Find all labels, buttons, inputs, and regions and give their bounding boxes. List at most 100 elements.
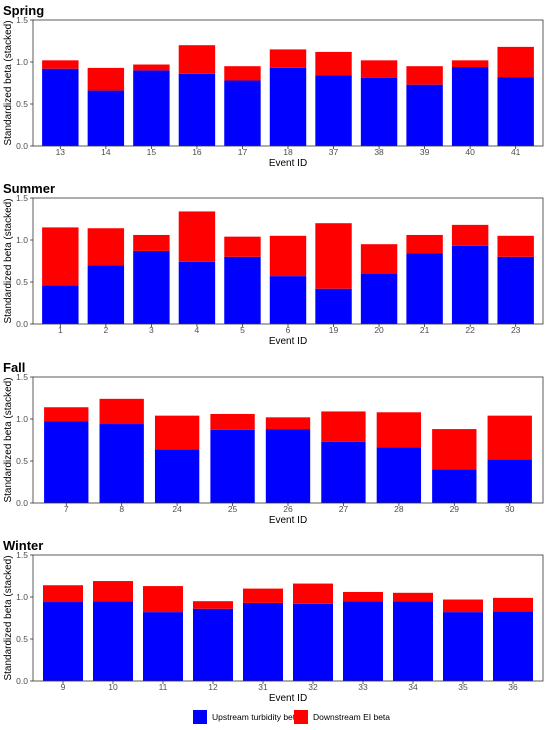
x-tick-label: 33: [358, 682, 368, 692]
bar-downstream-30: [487, 415, 532, 460]
bar-downstream-37: [315, 51, 352, 76]
bar-downstream-41: [497, 46, 534, 78]
x-tick-label: 14: [101, 147, 111, 157]
x-tick-label: 28: [394, 504, 404, 514]
bar-upstream-18: [269, 67, 307, 146]
bar-downstream-18: [269, 49, 307, 68]
y-tick-label: 0.0: [16, 141, 28, 151]
bar-upstream-6: [269, 276, 307, 324]
y-axis-label: Standardized beta (stacked): [3, 377, 14, 502]
x-axis-label: Event ID: [269, 515, 307, 526]
x-tick-label: 30: [505, 504, 515, 514]
bar-downstream-9: [43, 585, 83, 603]
y-tick-label: 1.0: [16, 57, 28, 67]
y-tick-label: 1.0: [16, 414, 28, 424]
x-tick-label: 37: [329, 147, 339, 157]
x-axis-label: Event ID: [269, 693, 307, 704]
bar-upstream-9: [43, 602, 83, 681]
bar-upstream-1: [42, 285, 79, 324]
x-tick-label: 6: [286, 325, 291, 335]
x-tick-label: 31: [258, 682, 268, 692]
x-tick-label: 16: [192, 147, 202, 157]
bar-downstream-23: [497, 235, 534, 257]
bar-upstream-14: [87, 90, 125, 146]
bar-upstream-12: [193, 608, 233, 681]
bar-upstream-5: [224, 256, 261, 324]
panel-title: Fall: [3, 360, 25, 375]
x-tick-label: 9: [61, 682, 66, 692]
plot-frame: [32, 376, 544, 504]
panel-title: Winter: [3, 538, 43, 553]
x-tick-label: 7: [64, 504, 69, 514]
y-tick-label: 0.0: [16, 319, 28, 329]
bar-downstream-12: [193, 601, 233, 609]
bar-downstream-20: [360, 244, 398, 274]
x-axis-label: Event ID: [269, 336, 307, 347]
bar-downstream-3: [133, 234, 170, 251]
bar-downstream-29: [432, 429, 477, 470]
bar-upstream-39: [406, 84, 443, 146]
panel-title: Summer: [3, 181, 55, 196]
bar-upstream-21: [406, 253, 443, 324]
x-tick-label: 22: [465, 325, 475, 335]
bar-upstream-8: [99, 424, 144, 503]
bar-downstream-4: [178, 211, 216, 262]
panel-fall: Fall Standardized beta (stacked)0.0 0.5 1.0…: [3, 360, 544, 526]
bar-upstream-10: [93, 601, 133, 681]
bar-upstream-27: [321, 441, 366, 503]
x-tick-label: 35: [458, 682, 468, 692]
bar-downstream-2: [87, 228, 125, 266]
bar-downstream-39: [406, 66, 443, 85]
bar-downstream-7: [44, 407, 89, 422]
bar-downstream-19: [315, 223, 352, 289]
bar-upstream-19: [315, 288, 352, 324]
x-tick-label: 1: [58, 325, 63, 335]
x-tick-label: 15: [147, 147, 157, 157]
x-tick-label: 21: [420, 325, 430, 335]
x-tick-label: 18: [283, 147, 293, 157]
bar-upstream-32: [293, 603, 333, 681]
bar-upstream-22: [451, 245, 489, 324]
bar-upstream-35: [443, 612, 483, 681]
plot-frame: [32, 19, 544, 147]
bar-upstream-15: [133, 70, 170, 146]
bar-downstream-21: [406, 234, 443, 254]
bar-upstream-11: [143, 612, 183, 681]
x-tick-label: 39: [420, 147, 430, 157]
y-tick-label: 0.5: [16, 99, 28, 109]
bar-upstream-40: [451, 67, 489, 146]
x-tick-label: 38: [374, 147, 384, 157]
bar-upstream-29: [432, 469, 477, 503]
bar-downstream-40: [451, 60, 489, 68]
x-tick-label: 29: [450, 504, 460, 514]
x-tick-label: 24: [172, 504, 182, 514]
bar-downstream-31: [243, 588, 283, 603]
x-tick-label: 2: [103, 325, 108, 335]
panel-winter: Winter Standardized beta (stacked)0.0 0.5 1…: [3, 538, 544, 704]
y-tick-label: 0.0: [16, 676, 28, 686]
legend-label-downstream: Downstream EI beta: [313, 712, 390, 722]
x-tick-label: 40: [465, 147, 475, 157]
bar-upstream-3: [133, 250, 170, 324]
bar-downstream-6: [269, 235, 307, 277]
bar-downstream-34: [393, 592, 433, 602]
bar-downstream-5: [224, 236, 261, 257]
bar-upstream-38: [360, 77, 398, 146]
x-tick-label: 11: [159, 682, 168, 692]
x-tick-label: 12: [208, 682, 218, 692]
x-tick-label: 27: [339, 504, 349, 514]
legend-key-upstream: [193, 710, 207, 724]
bar-upstream-7: [44, 421, 89, 503]
bar-downstream-11: [143, 586, 183, 613]
x-tick-label: 19: [329, 325, 339, 335]
y-tick-label: 1.5: [16, 15, 28, 25]
bar-downstream-35: [443, 599, 483, 613]
bar-downstream-22: [451, 224, 489, 246]
x-tick-label: 17: [238, 147, 248, 157]
x-axis-label: Event ID: [269, 158, 307, 169]
panel-summer: Summer Standardized beta (stacked)0.0 0.5 1…: [3, 181, 544, 347]
bar-upstream-31: [243, 602, 283, 681]
plot-frame: [32, 554, 544, 682]
y-axis-label: Standardized beta (stacked): [3, 198, 14, 323]
x-tick-label: 3: [149, 325, 154, 335]
